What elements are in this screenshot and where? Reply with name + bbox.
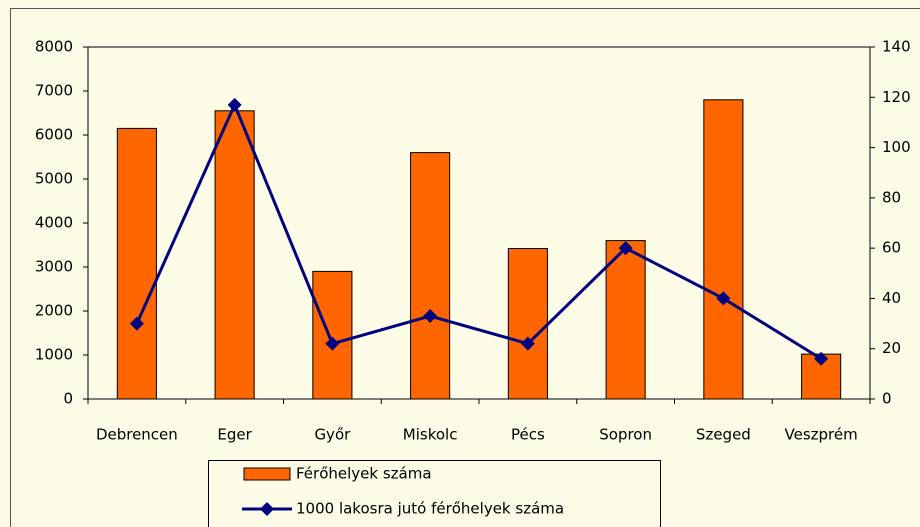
y-tick-label: 2000	[35, 302, 73, 320]
x-tick-label: Veszprém	[785, 426, 858, 444]
legend-label: 1000 lakosra jutó férőhelyek száma	[296, 500, 564, 518]
y-tick-label: 5000	[35, 170, 73, 188]
y2-tick-label: 140	[882, 38, 911, 56]
x-tick-label: Eger	[217, 426, 252, 444]
y-tick-label: 6000	[35, 126, 73, 144]
y-tick-label: 3000	[35, 258, 73, 276]
y2-tick-label: 0	[882, 390, 892, 408]
bar	[312, 270, 353, 400]
line	[135, 101, 822, 361]
y2-tick-label: 80	[882, 188, 901, 206]
bar	[410, 152, 451, 400]
line-marker	[814, 351, 829, 366]
line-marker	[325, 336, 340, 351]
x-tick-label: Szeged	[696, 426, 751, 444]
x-tick-label: Győr	[314, 426, 351, 444]
chart-frame	[10, 8, 920, 527]
line-marker	[716, 291, 731, 306]
y2-tick-label: 60	[882, 239, 901, 257]
line-marker	[129, 316, 144, 331]
bar	[507, 248, 548, 400]
y-tick-label: 0	[63, 390, 73, 408]
bar	[605, 240, 646, 400]
y-tick-label: 8000	[35, 38, 73, 56]
x-tick-label: Pécs	[511, 426, 545, 444]
x-tick-label: Miskolc	[403, 426, 458, 444]
y-tick-label: 4000	[35, 214, 73, 232]
y2-tick-label: 120	[882, 88, 911, 106]
y2-tick-label: 20	[882, 339, 901, 357]
y2-tick-label: 100	[882, 138, 911, 156]
line-marker	[520, 336, 535, 351]
bar	[116, 127, 157, 400]
legend-label: Férőhelyek száma	[296, 465, 432, 483]
line-marker	[423, 309, 438, 324]
y-tick-label: 1000	[35, 346, 73, 364]
x-tick-label: Debrencen	[96, 426, 178, 444]
line-marker	[227, 97, 242, 112]
legend-marker	[260, 502, 274, 516]
x-tick-label: Sopron	[599, 426, 652, 444]
bar	[214, 110, 255, 400]
y-tick-label: 7000	[35, 82, 73, 100]
y2-tick-label: 40	[882, 289, 901, 307]
bar	[703, 99, 744, 400]
legend-swatch	[243, 467, 291, 481]
line-marker	[618, 241, 633, 256]
